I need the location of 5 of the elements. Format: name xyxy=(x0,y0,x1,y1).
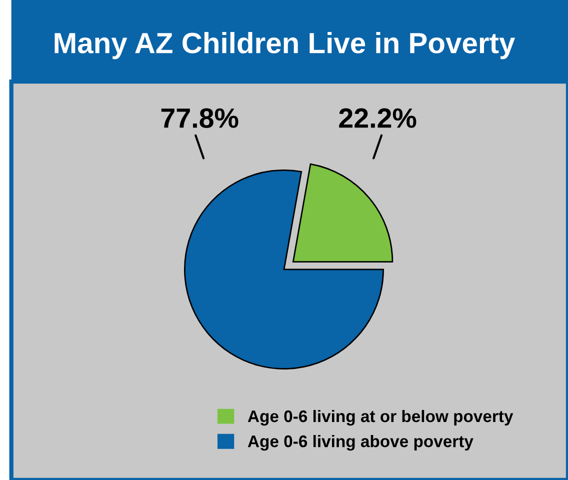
data-label: 77.8% xyxy=(161,108,238,128)
legend-label: Age 0-6 living at or below poverty xyxy=(248,410,514,426)
legend-label: Age 0-6 living above poverty xyxy=(248,434,474,451)
data-label: 22.2% xyxy=(339,108,416,128)
chart-title: Many AZ Children Live in Poverty xyxy=(54,32,516,60)
